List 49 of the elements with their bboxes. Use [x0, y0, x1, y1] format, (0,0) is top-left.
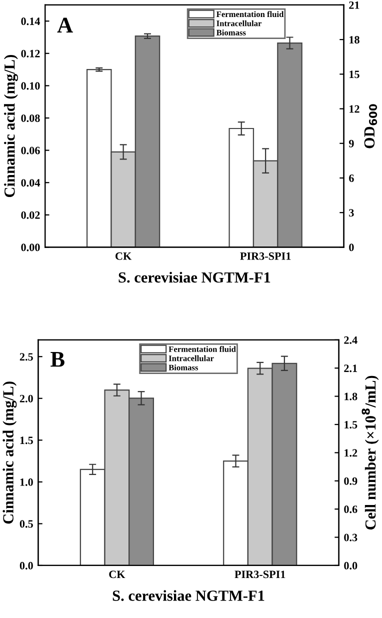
y-tick-label: 1.5: [20, 436, 33, 444]
y2-tick-label: 0.0: [344, 562, 358, 570]
y-tick-label: 0.08: [21, 114, 40, 122]
y2-tick-label: 1.5: [344, 421, 358, 428]
y2-tick-label: 0.3: [344, 534, 358, 542]
legend-label: Fermentation fluid: [168, 346, 236, 352]
y2-tick-label: 2.4: [344, 336, 358, 344]
y-tick-label: 1.0: [20, 478, 33, 486]
legend-label: Biomass: [168, 364, 198, 370]
annotation: A: [57, 18, 73, 32]
y2-tick-label: 3: [349, 209, 354, 217]
y-tick-label: 0.14: [21, 18, 40, 26]
x-axis-title: S. cerevisiae NGTM-F1: [118, 272, 270, 283]
y2-tick-label: 0: [349, 244, 354, 252]
y-tick-label: 2.0: [20, 394, 33, 402]
y2-axis-title: Cell number (×10$^{8}$/mL): [362, 376, 379, 530]
x-tick-label: PIR3-SPI1: [234, 570, 286, 578]
y-tick-label: 0.0: [20, 562, 33, 570]
y2-tick-label: 18: [350, 36, 360, 44]
y2-tick-label: 1.2: [344, 449, 358, 457]
y-axis-title: Cinnamic acid (mg/L): [2, 382, 17, 524]
y2-tick-label: 9: [348, 140, 354, 148]
y-tick-label: 0.02: [21, 211, 40, 219]
y2-tick-label: 12: [350, 105, 360, 113]
y-tick-label: 0.00: [21, 244, 40, 252]
y2-tick-label: 6: [349, 174, 354, 182]
y2-tick-label: 21: [349, 1, 360, 9]
legend-label: Fermentation fluid: [216, 11, 284, 18]
legend-label: Intracellular: [168, 355, 214, 362]
x-tick-label: CK: [109, 570, 126, 578]
x-tick-label: CK: [116, 252, 132, 260]
x-axis-title: S. cerevisiae NGTM-F1: [112, 590, 264, 601]
annotation: B: [50, 352, 64, 367]
y2-tick-label: 1.8: [344, 392, 358, 400]
legend-label: Biomass: [216, 30, 246, 36]
y2-axis-title: OD$_{600}$: [364, 104, 378, 148]
y2-tick-label: 15: [350, 70, 360, 78]
y-tick-label: 0.04: [21, 179, 40, 187]
y-tick-label: 2.5: [20, 353, 33, 361]
legend-label: Intracellular: [216, 20, 262, 26]
x-tick-label: PIR3-SPI1: [240, 252, 291, 260]
y2-tick-label: 2.1: [344, 364, 358, 372]
y-tick-label: 0.12: [21, 50, 40, 58]
y2-tick-label: 0.6: [344, 506, 358, 514]
y-tick-label: 0.5: [20, 520, 33, 528]
y-axis-title: Cinnamic acid (mg/L): [4, 55, 18, 198]
y-tick-label: 0.06: [21, 146, 40, 154]
y-tick-label: 0.10: [21, 82, 40, 90]
y2-tick-label: 0.9: [344, 477, 358, 485]
